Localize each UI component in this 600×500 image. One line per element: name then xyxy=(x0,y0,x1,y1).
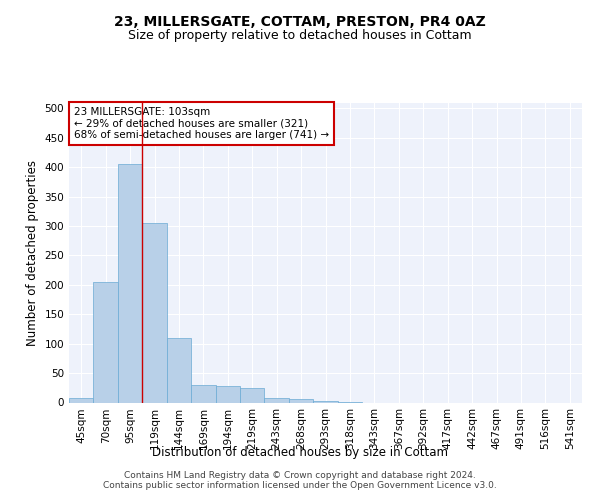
Bar xyxy=(167,338,191,402)
Bar xyxy=(118,164,142,402)
Bar xyxy=(142,223,167,402)
Text: Size of property relative to detached houses in Cottam: Size of property relative to detached ho… xyxy=(128,30,472,43)
Text: Contains public sector information licensed under the Open Government Licence v3: Contains public sector information licen… xyxy=(103,482,497,490)
Bar xyxy=(289,399,313,402)
Bar xyxy=(94,282,118,403)
Text: 23 MILLERSGATE: 103sqm
← 29% of detached houses are smaller (321)
68% of semi-de: 23 MILLERSGATE: 103sqm ← 29% of detached… xyxy=(74,107,329,140)
Text: Contains HM Land Registry data © Crown copyright and database right 2024.: Contains HM Land Registry data © Crown c… xyxy=(124,470,476,480)
Text: Distribution of detached houses by size in Cottam: Distribution of detached houses by size … xyxy=(152,446,448,459)
Bar xyxy=(265,398,289,402)
Bar xyxy=(191,385,215,402)
Bar xyxy=(69,398,94,402)
Bar xyxy=(240,388,265,402)
Bar xyxy=(215,386,240,402)
Text: 23, MILLERSGATE, COTTAM, PRESTON, PR4 0AZ: 23, MILLERSGATE, COTTAM, PRESTON, PR4 0A… xyxy=(114,16,486,30)
Y-axis label: Number of detached properties: Number of detached properties xyxy=(26,160,39,346)
